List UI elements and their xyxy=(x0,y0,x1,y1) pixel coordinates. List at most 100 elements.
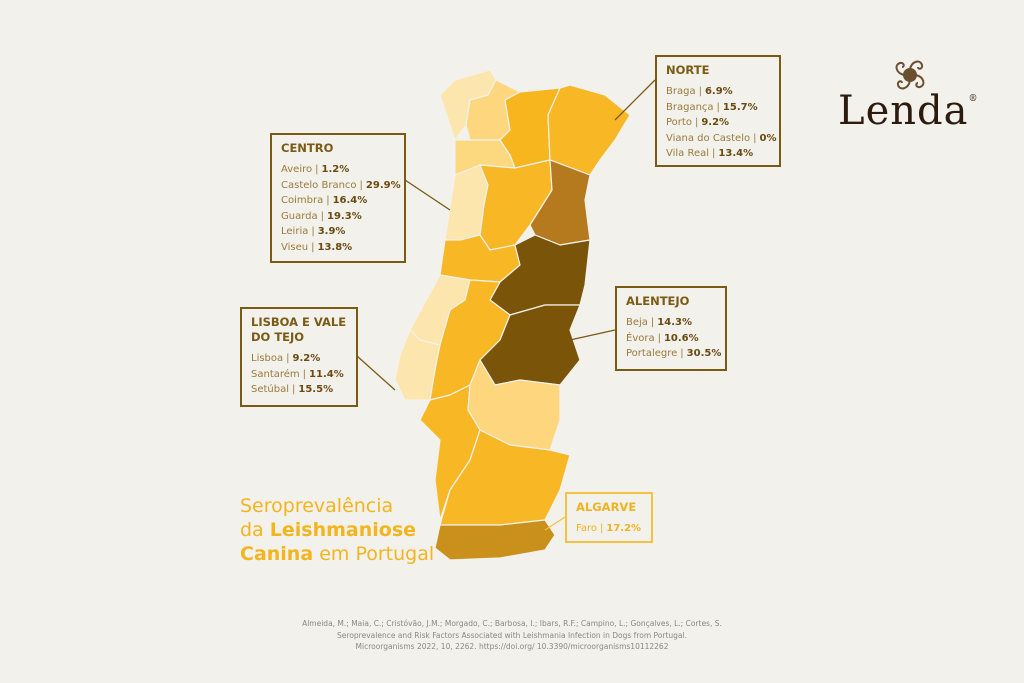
leader-lines xyxy=(356,79,656,531)
district-row: Braga | 6.9% xyxy=(666,84,770,100)
separator: | xyxy=(311,226,315,237)
leader-line xyxy=(614,79,656,121)
district-value: 15.7% xyxy=(722,101,758,113)
title-bold: Canina xyxy=(240,543,314,565)
separator: | xyxy=(680,348,684,359)
district-value: 3.9% xyxy=(317,226,346,237)
district-row: Évora | 10.6% xyxy=(626,331,716,347)
district-row: Leiria | 3.9% xyxy=(281,224,395,240)
district-name: Viana do Castelo xyxy=(666,132,751,144)
logo: Lenda® xyxy=(838,88,978,134)
separator: | xyxy=(320,210,325,222)
district-value: 30.5% xyxy=(686,348,722,359)
separator: | xyxy=(286,353,290,364)
district-row: Vila Real | 13.4% xyxy=(666,146,770,162)
district-name: Vila Real xyxy=(666,148,710,159)
separator: | xyxy=(650,317,655,328)
district-row: Porto | 9.2% xyxy=(666,115,770,131)
region-name: LISBOA E VALE DO TEJO xyxy=(251,315,347,344)
region-box: ALGARVE Faro | 17.2% xyxy=(565,492,653,543)
citation-line: Almeida, M.; Maia, C.; Cristóvão, J.M.; … xyxy=(302,619,722,628)
region-name: ALGARVE xyxy=(576,500,637,514)
title-bold: Leishmaniose xyxy=(269,519,417,541)
separator: | xyxy=(599,523,604,534)
district-row: Bragança | 15.7% xyxy=(666,100,770,116)
separator: | xyxy=(698,86,702,97)
district-row: Coimbra | 16.4% xyxy=(281,193,395,209)
region-box: CENTRO Aveiro | 1.2% Castelo Branco | 29.9% Coi… xyxy=(270,133,406,263)
district-row: Guarda | 19.3% xyxy=(281,209,395,225)
separator: | xyxy=(712,148,716,159)
separator: | xyxy=(716,101,720,113)
districts xyxy=(394,69,631,561)
region-box: LISBOA E VALE DO TEJO Lisboa | 9.2% Santarém… xyxy=(240,307,358,407)
district-name: Santarém xyxy=(251,368,300,380)
district-value: 11.4% xyxy=(309,368,344,380)
separator: | xyxy=(753,132,757,144)
district-value: 6.9% xyxy=(704,86,733,97)
separator: | xyxy=(292,384,296,395)
title-line: da Leishmaniose xyxy=(240,518,434,542)
logo-ornament xyxy=(895,60,925,90)
region-box: NORTE Braga | 6.9% Bragança | 15.7% Porto | 9.2% V… xyxy=(655,55,781,167)
district-value: 13.8% xyxy=(317,241,353,253)
leader-line xyxy=(544,516,566,531)
separator: | xyxy=(315,164,319,175)
district-value: 19.3% xyxy=(327,210,362,222)
district-row: Lisboa | 9.2% xyxy=(251,351,347,367)
braganca xyxy=(547,84,631,176)
district-row: Castelo Branco | 29.9% xyxy=(281,178,401,194)
district-row: Faro | 17.2% xyxy=(576,521,642,537)
region-name: NORTE xyxy=(666,63,710,77)
district-name: Castelo Branco xyxy=(281,179,357,191)
district-name: Porto xyxy=(666,117,692,128)
leader-line xyxy=(569,329,616,341)
district-row: Viseu | 13.8% xyxy=(281,240,395,256)
district-name: Portalegre xyxy=(626,348,678,359)
citation-line: Seroprevalence and Risk Factors Associat… xyxy=(337,630,687,640)
district-row: Setúbal | 15.5% xyxy=(251,382,347,398)
district-row: Aveiro | 1.2% xyxy=(281,162,395,178)
district-name: Aveiro xyxy=(281,164,313,175)
district-name: Braga xyxy=(666,86,696,97)
logo-text: Lenda xyxy=(838,88,969,134)
district-name: Bragança xyxy=(666,101,714,113)
title-line: Seroprevalência xyxy=(240,495,394,517)
district-value: 9.2% xyxy=(292,353,321,364)
logo-mark: ® xyxy=(968,94,979,104)
citation: Almeida, M.; Maia, C.; Cristóvão, J.M.; … xyxy=(212,618,812,653)
district-value: 13.4% xyxy=(718,148,754,159)
district-value: 1.2% xyxy=(321,164,350,175)
district-name: Évora xyxy=(626,332,655,344)
separator: | xyxy=(326,195,330,206)
citation-line: Microorganisms 2022, 10, 2262. https://d… xyxy=(355,642,669,651)
faro xyxy=(434,519,556,561)
leader-line xyxy=(404,179,451,211)
district-value: 0% xyxy=(759,132,777,144)
leader-line xyxy=(356,355,396,391)
district-name: Leiria xyxy=(281,226,309,237)
title-text: da xyxy=(240,519,264,541)
district-name: Lisboa xyxy=(251,353,284,364)
district-value: 10.6% xyxy=(663,332,699,344)
region-name: ALENTEJO xyxy=(626,294,690,308)
district-value: 17.2% xyxy=(606,523,642,534)
district-value: 14.3% xyxy=(657,317,692,328)
district-row: Portalegre | 30.5% xyxy=(626,346,721,362)
district-name: Beja xyxy=(626,317,648,328)
evora xyxy=(467,359,561,451)
district-row: Beja | 14.3% xyxy=(626,315,716,331)
separator: | xyxy=(694,117,699,128)
district-name: Viseu xyxy=(281,241,309,253)
region-name: CENTRO xyxy=(281,141,334,155)
district-value: 15.5% xyxy=(298,384,334,395)
separator: | xyxy=(302,368,307,380)
region-box: ALENTEJO Beja | 14.3% Évora | 10.6% Portalegre |… xyxy=(615,286,727,371)
separator: | xyxy=(359,179,363,191)
separator: | xyxy=(311,241,315,253)
separator: | xyxy=(657,332,661,344)
district-name: Faro xyxy=(576,523,597,534)
title-line: Canina em Portugal xyxy=(240,542,434,566)
